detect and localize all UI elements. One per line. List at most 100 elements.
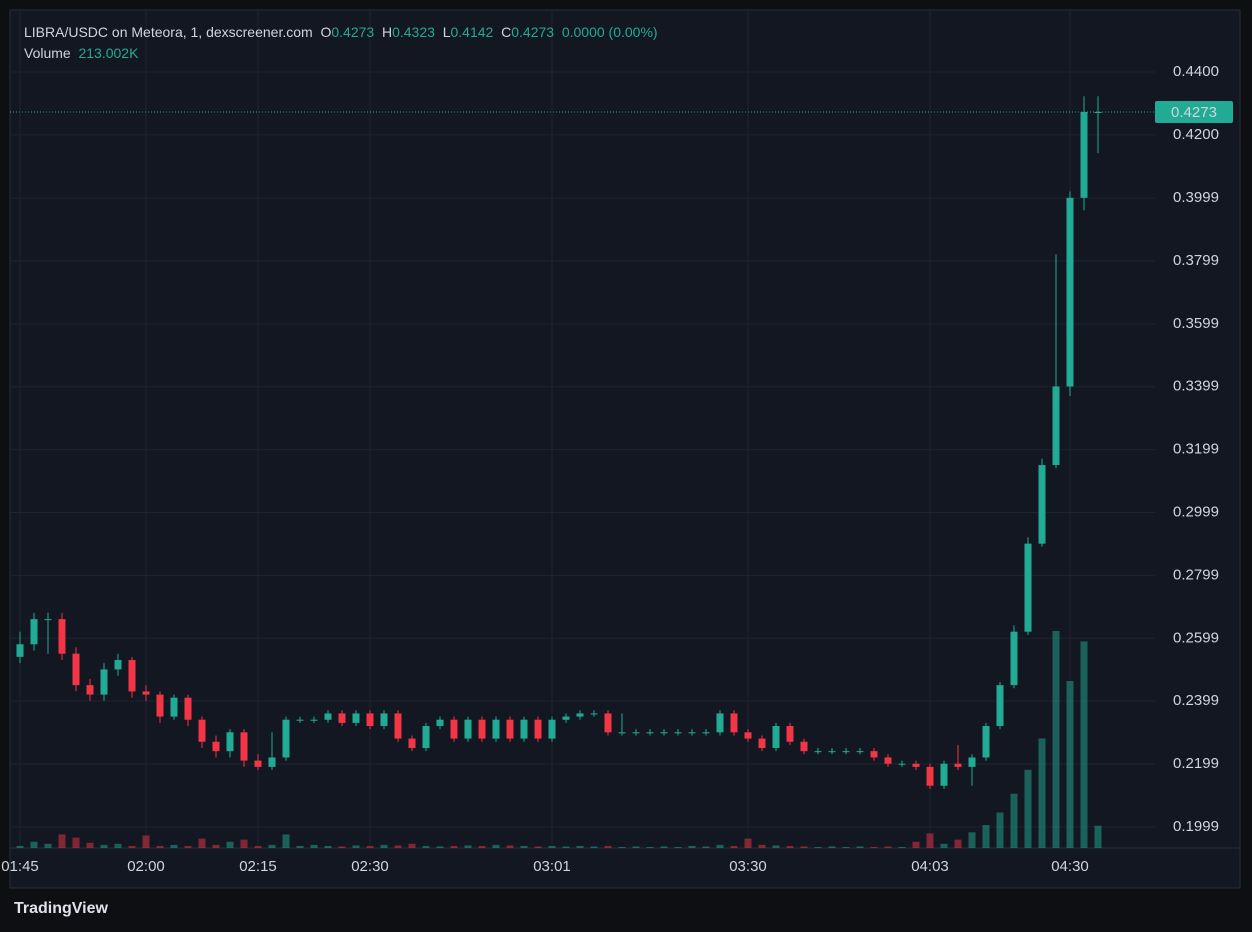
x-tick-label: 02:30 — [351, 858, 389, 875]
y-tick-label: 0.2599 — [1173, 629, 1219, 646]
candle-body — [912, 763, 920, 767]
candle-body — [282, 719, 290, 758]
volume-bar — [1024, 769, 1032, 848]
volume-bar — [716, 844, 724, 848]
candle-body — [674, 732, 682, 734]
volume-bar — [324, 845, 332, 848]
volume-bar — [254, 845, 262, 848]
candle-body — [268, 757, 276, 767]
candle-body — [842, 751, 850, 753]
volume-bar — [1094, 825, 1102, 848]
y-tick-label: 0.3399 — [1173, 378, 1219, 395]
volume-row: Volume 213.002K — [24, 45, 138, 61]
y-tick-label: 0.3599 — [1173, 315, 1219, 332]
volume-value: 213.002K — [78, 45, 139, 61]
candle-body — [240, 732, 248, 761]
volume-bar — [534, 846, 542, 848]
last-price-label: 0.4273 — [1171, 104, 1217, 121]
volume-bar — [758, 844, 766, 848]
ohlc-label: C — [501, 24, 512, 40]
brand[interactable]: TradingView — [14, 900, 108, 917]
candle-body — [212, 741, 220, 752]
y-tick-label: 0.4200 — [1173, 126, 1219, 143]
volume-bar — [226, 841, 234, 848]
volume-bar — [632, 846, 640, 848]
candle-body — [394, 713, 402, 739]
y-tick-label: 0.2199 — [1173, 755, 1219, 772]
volume-bar — [380, 844, 388, 848]
volume-bar — [954, 839, 962, 848]
candle-body — [184, 697, 192, 720]
candle-body — [226, 732, 234, 752]
volume-bar — [576, 845, 584, 848]
volume-bar — [744, 838, 752, 848]
candle-body — [170, 697, 178, 717]
candle-body — [422, 726, 430, 749]
y-tick-label: 0.2799 — [1173, 566, 1219, 583]
candle-body — [1094, 111, 1102, 113]
candle-body — [898, 763, 906, 765]
candle-body — [940, 763, 948, 786]
volume-bar — [422, 845, 430, 848]
x-tick-label: 03:01 — [533, 858, 571, 875]
candle-body — [548, 719, 556, 739]
volume-bar — [674, 846, 682, 848]
volume-bar — [660, 846, 668, 848]
candle-body — [590, 713, 598, 715]
candle-body — [128, 659, 136, 692]
candle-body — [618, 732, 626, 734]
volume-bar — [30, 841, 38, 848]
candle-body — [436, 719, 444, 727]
volume-bar — [1010, 793, 1018, 848]
volume-bar — [618, 846, 626, 848]
volume-bar — [548, 845, 556, 848]
candle-body — [730, 713, 738, 733]
volume-bar — [856, 846, 864, 848]
volume-bar — [100, 844, 108, 848]
x-tick-label: 01:45 — [1, 858, 39, 875]
candle-body — [114, 659, 122, 670]
volume-bar — [968, 832, 976, 848]
candle-body — [1052, 386, 1060, 466]
volume-bar — [464, 845, 472, 848]
candle-body — [604, 713, 612, 733]
candle-body — [478, 719, 486, 739]
x-tick-label: 04:30 — [1051, 858, 1089, 875]
candle-body — [142, 691, 150, 695]
candle-body — [72, 653, 80, 686]
volume-bar — [114, 843, 122, 848]
volume-bar — [212, 844, 220, 848]
candle-body — [58, 619, 66, 654]
candle-body — [534, 719, 542, 739]
volume-bar — [786, 845, 794, 848]
x-tick-label: 03:30 — [729, 858, 767, 875]
volume-bar — [282, 834, 290, 848]
x-tick-label: 02:15 — [239, 858, 277, 875]
volume-bar — [730, 845, 738, 848]
volume-bar — [296, 845, 304, 848]
candle-body — [744, 732, 752, 739]
volume-bar — [646, 846, 654, 848]
candle-body — [954, 763, 962, 767]
candle-body — [996, 685, 1004, 727]
y-tick-label: 0.2999 — [1173, 503, 1219, 520]
volume-bar — [870, 846, 878, 848]
volume-bar — [912, 841, 920, 848]
candle-body — [870, 751, 878, 758]
candle-body — [310, 719, 318, 721]
x-tick-label: 04:03 — [911, 858, 949, 875]
candle-body — [884, 757, 892, 764]
volume-bar — [16, 845, 24, 848]
ohlc-value: 0.4273 — [511, 24, 555, 40]
candle-body — [772, 726, 780, 749]
volume-bar — [198, 838, 206, 848]
volume-bar — [842, 846, 850, 848]
volume-bar — [170, 844, 178, 848]
volume-bar — [338, 846, 346, 848]
y-tick-label: 0.4400 — [1173, 63, 1219, 80]
volume-bar — [72, 837, 80, 848]
candle-body — [926, 766, 934, 786]
volume-bar — [478, 845, 486, 848]
